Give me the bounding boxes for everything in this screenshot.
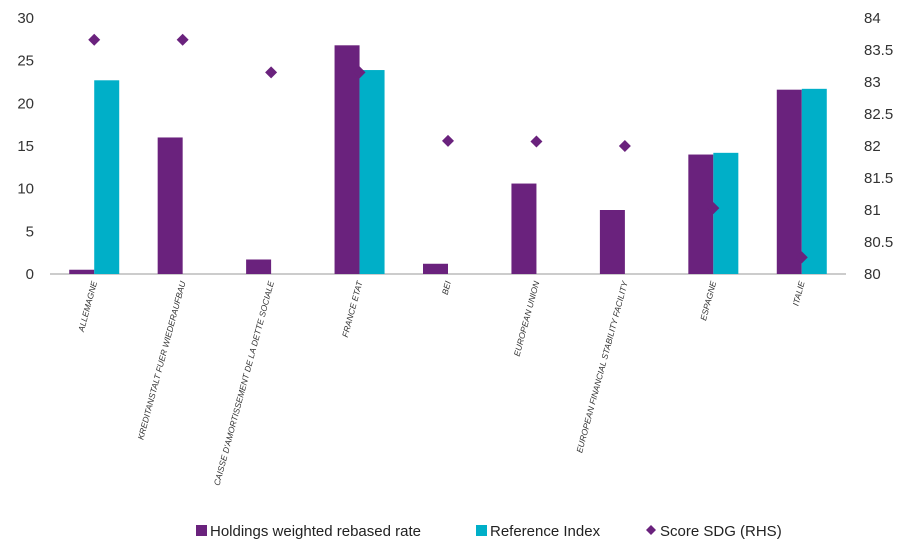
right-tick-label: 81: [864, 202, 881, 219]
legend-reference-index: Reference Index: [476, 523, 601, 540]
legend-score-sdg: Score SDG (RHS): [646, 523, 782, 540]
category-labels: ALLEMAGNE KREDITANSTALT FUER WIEDERAUFBAU…: [76, 279, 807, 487]
right-tick-label: 84: [864, 10, 881, 27]
legend-swatch: [196, 525, 207, 536]
category-label: EUROPEAN FINANCIAL STABILITY FACILITY: [574, 279, 630, 454]
left-axis: 0 5 10 15 20 25 30: [17, 10, 34, 283]
legend-label: Holdings weighted rebased rate: [210, 523, 421, 540]
bar-reference-index: [359, 70, 385, 274]
left-tick-label: 25: [17, 53, 34, 70]
right-tick-label: 80.5: [864, 234, 893, 251]
score-sdg-marker: [618, 140, 631, 152]
bar-holdings: [688, 154, 714, 274]
score-sdg-marker: [265, 66, 278, 79]
left-tick-label: 30: [17, 10, 34, 27]
score-sdg-marker: [530, 135, 543, 148]
right-tick-label: 83.5: [864, 42, 893, 59]
right-tick-label: 82.5: [864, 106, 893, 123]
legend-holdings: Holdings weighted rebased rate: [196, 523, 421, 540]
legend-swatch: [646, 525, 656, 535]
category-label: KREDITANSTALT FUER WIEDERAUFBAU: [136, 279, 188, 441]
legend-swatch: [476, 525, 487, 536]
category-label: ESPAGNE: [698, 280, 718, 322]
bar-reference-index: [94, 80, 120, 274]
category-label: EUROPEAN UNION: [512, 279, 542, 357]
bar-holdings: [776, 89, 802, 275]
bar-holdings: [511, 183, 537, 274]
legend: Holdings weighted rebased rate Reference …: [196, 523, 782, 540]
right-axis: 80 80.5 81 81.5 82 82.5 83 83.5 84: [864, 10, 893, 283]
right-tick-label: 80: [864, 266, 881, 283]
score-sdg-marker: [353, 66, 366, 79]
score-sdg-marker: [707, 202, 720, 215]
score-sdg-marker: [88, 33, 101, 46]
score-sdg-marker: [795, 251, 808, 264]
markers-group: [88, 33, 808, 264]
bar-reference-index: [801, 88, 827, 275]
category-label: ALLEMAGNE: [76, 280, 99, 334]
bar-reference-index: [713, 152, 739, 274]
left-tick-label: 0: [26, 266, 34, 283]
category-label: BEI: [440, 279, 453, 295]
bar-holdings: [423, 263, 448, 274]
legend-label: Score SDG (RHS): [660, 523, 782, 540]
left-tick-label: 20: [17, 95, 34, 112]
bar-holdings: [157, 137, 183, 274]
right-tick-label: 81.5: [864, 170, 893, 187]
category-label: CAISSE D'AMORTISSEMENT DE LA DETTE SOCIA…: [212, 280, 276, 487]
left-tick-label: 10: [17, 181, 34, 198]
bars-group: [69, 45, 827, 275]
right-tick-label: 82: [864, 138, 881, 155]
category-label: FRANCE ETAT: [340, 279, 365, 338]
left-tick-label: 15: [17, 138, 34, 155]
legend-label: Reference Index: [490, 523, 601, 540]
bar-holdings: [69, 269, 95, 274]
right-tick-label: 83: [864, 74, 881, 91]
bar-holdings: [334, 45, 360, 274]
left-tick-label: 5: [26, 223, 34, 240]
bar-holdings: [599, 210, 625, 274]
category-label: ITALIE: [790, 280, 806, 307]
score-sdg-marker: [176, 33, 189, 46]
bar-holdings: [246, 259, 272, 274]
score-sdg-marker: [442, 134, 454, 147]
